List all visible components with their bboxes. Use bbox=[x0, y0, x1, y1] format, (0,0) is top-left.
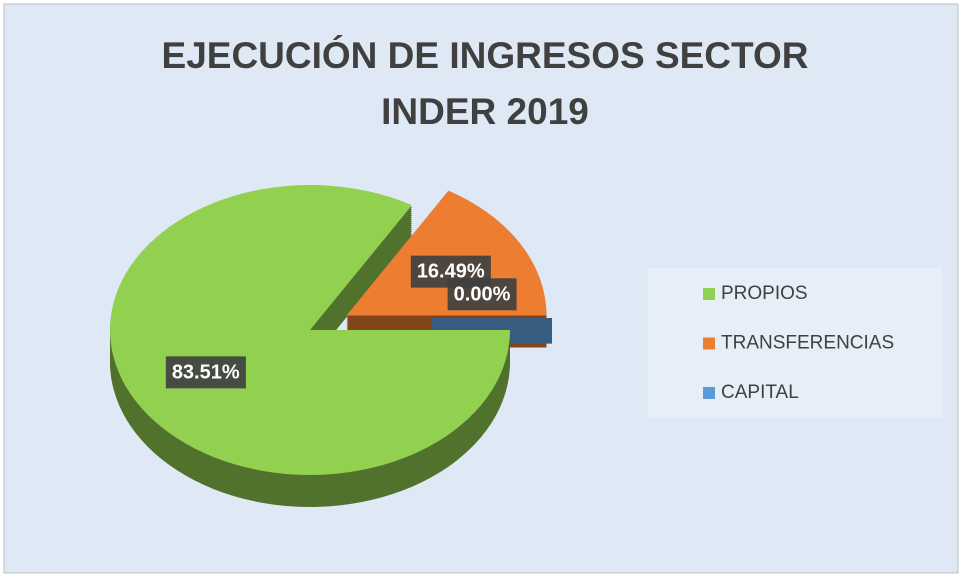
data-label: 16.49% bbox=[417, 261, 485, 283]
chart-title: EJECUCIÓN DE INGRESOS SECTOR INDER 2019 bbox=[161, 35, 809, 132]
legend-label: TRANSFERENCIAS bbox=[721, 333, 894, 354]
legend-label: CAPITAL bbox=[721, 382, 799, 403]
legend-swatch bbox=[703, 288, 715, 300]
legend-box bbox=[648, 268, 942, 418]
legend-label: PROPIOS bbox=[721, 283, 808, 304]
data-label-box bbox=[447, 278, 517, 311]
legend-swatch bbox=[703, 387, 715, 399]
slice bbox=[109, 185, 510, 476]
data-label: 83.51% bbox=[172, 361, 240, 383]
data-label-box bbox=[165, 356, 246, 389]
legend-swatch bbox=[703, 337, 715, 350]
data-label: 0.00% bbox=[454, 283, 511, 305]
